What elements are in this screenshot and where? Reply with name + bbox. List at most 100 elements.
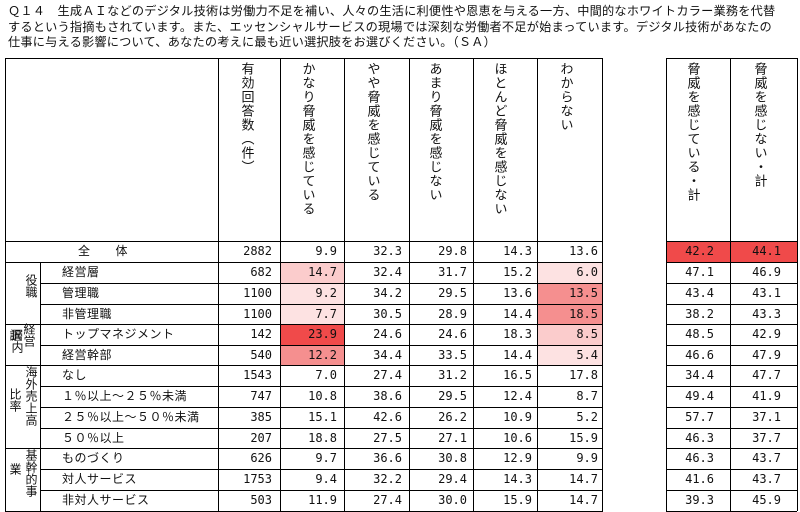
row-label: 管理職 xyxy=(62,286,100,300)
cell-percentage: 12.2 xyxy=(308,348,337,362)
cell-percentage: 14.7 xyxy=(569,493,598,507)
cell-total: 45.9 xyxy=(752,493,781,507)
cell-total: 41.6 xyxy=(685,472,714,486)
grid-line xyxy=(666,262,797,263)
grid-line xyxy=(666,469,797,470)
cell-total: 43.1 xyxy=(752,286,781,300)
cell-percentage: 33.5 xyxy=(438,348,467,362)
cell-percentage: 12.4 xyxy=(503,389,532,403)
grid-line xyxy=(5,241,603,242)
group-label-management-left: 層内 xyxy=(10,329,24,353)
highlight-cell xyxy=(281,325,344,345)
cell-percentage: 15.1 xyxy=(308,410,337,424)
cell-total: 46.6 xyxy=(685,348,714,362)
cell-total: 42.2 xyxy=(685,244,714,258)
cell-percentage: 30.5 xyxy=(373,307,402,321)
cell-percentage: 32.2 xyxy=(373,472,402,486)
cell-percentage: 30.8 xyxy=(438,451,467,465)
cell-percentage: 14.3 xyxy=(503,472,532,486)
cell-percentage: 13.5 xyxy=(569,286,598,300)
cell-percentage: 9.7 xyxy=(315,451,337,465)
cell-percentage: 7.7 xyxy=(315,307,337,321)
grid-line xyxy=(797,58,798,511)
cell-total: 41.9 xyxy=(752,389,781,403)
cell-percentage: 9.4 xyxy=(315,472,337,486)
grid-line xyxy=(344,58,345,511)
cell-total: 46.9 xyxy=(752,265,781,279)
header-some-threat: やや脅威を感じている xyxy=(364,62,380,202)
cell-response-count: 207 xyxy=(250,431,272,445)
grid-line xyxy=(5,324,603,325)
cell-percentage: 24.6 xyxy=(373,327,402,341)
question-line-3: 仕事に与える影響について、あなたの考えに最も近い選択肢をお選びください。（ＳＡ） xyxy=(8,35,497,50)
cell-percentage: 14.7 xyxy=(569,472,598,486)
header-little-threat: あまり脅威を感じない xyxy=(426,62,442,202)
grid-line xyxy=(40,490,603,491)
cell-percentage: 31.2 xyxy=(438,368,467,382)
grid-line xyxy=(5,365,603,366)
question-line-2: するという指摘もされています。また、エッセンシャルサービスの現場では深刻な労働者… xyxy=(8,19,772,34)
highlight-cell xyxy=(538,346,602,366)
grid-line xyxy=(40,428,603,429)
group-label-core-business: 基幹的事 xyxy=(24,449,38,497)
row-label: １％以上～２５％未満 xyxy=(62,389,188,403)
cell-percentage: 24.6 xyxy=(438,327,467,341)
cell-percentage: 27.4 xyxy=(373,493,402,507)
question-text: Ｑ１４ 生成ＡＩなどのデジタル技術は労働力不足を補い、人々の生活に利便性や恩恵を… xyxy=(8,4,798,51)
grid-line xyxy=(666,490,797,491)
header-threat-total: 脅威を感じている・計 xyxy=(684,62,700,202)
grid-line xyxy=(602,58,603,511)
grid-line xyxy=(666,448,797,449)
group-label-breakdown: 訳 xyxy=(8,329,22,341)
cell-percentage: 15.9 xyxy=(503,493,532,507)
cell-percentage: 10.9 xyxy=(503,410,532,424)
cell-percentage: 42.6 xyxy=(373,410,402,424)
row-label: 経営幹部 xyxy=(62,348,113,362)
cell-percentage: 15.9 xyxy=(569,431,598,445)
grid-line xyxy=(666,407,797,408)
cell-total: 34.4 xyxy=(685,368,714,382)
cell-percentage: 27.5 xyxy=(373,431,402,445)
highlight-cell xyxy=(281,263,344,283)
grid-line xyxy=(280,58,281,511)
highlight-cell xyxy=(731,242,797,262)
grid-line xyxy=(218,58,219,511)
cell-percentage: 26.2 xyxy=(438,410,467,424)
grid-line xyxy=(40,345,603,346)
cell-percentage: 8.7 xyxy=(576,389,598,403)
cell-total: 42.9 xyxy=(752,327,781,341)
cell-percentage: 18.5 xyxy=(569,307,598,321)
cell-response-count: 747 xyxy=(250,389,272,403)
row-label: 非管理職 xyxy=(62,307,113,321)
cell-percentage: 29.5 xyxy=(438,389,467,403)
grid-line xyxy=(40,283,603,284)
cell-total: 47.9 xyxy=(752,348,781,362)
header-dont-know: わからない xyxy=(557,62,573,132)
grid-line xyxy=(666,283,797,284)
row-label: トップマネジメント xyxy=(62,327,175,341)
cell-percentage: 18.3 xyxy=(503,327,532,341)
cell-percentage: 38.6 xyxy=(373,389,402,403)
highlight-cell xyxy=(281,284,344,304)
cell-response-count: 626 xyxy=(250,451,272,465)
cell-response-count: 682 xyxy=(250,265,272,279)
cell-response-count: 1543 xyxy=(243,368,272,382)
cell-response-count: 1100 xyxy=(243,307,272,321)
cell-total: 38.2 xyxy=(685,307,714,321)
grid-line xyxy=(666,365,797,366)
row-label: 全 体 xyxy=(78,244,129,258)
cell-total: 43.4 xyxy=(685,286,714,300)
highlight-cell xyxy=(538,325,602,345)
cell-percentage: 27.1 xyxy=(438,431,467,445)
cell-percentage: 18.8 xyxy=(308,431,337,445)
grid-line xyxy=(40,407,603,408)
cell-percentage: 32.3 xyxy=(373,244,402,258)
cell-response-count: 1753 xyxy=(243,472,272,486)
cell-total: 44.1 xyxy=(752,244,781,258)
cell-percentage: 28.9 xyxy=(438,307,467,321)
grid-line xyxy=(5,58,6,511)
cell-percentage: 17.8 xyxy=(569,368,598,382)
cell-total: 47.1 xyxy=(685,265,714,279)
grid-line xyxy=(730,58,731,511)
cell-percentage: 15.2 xyxy=(503,265,532,279)
